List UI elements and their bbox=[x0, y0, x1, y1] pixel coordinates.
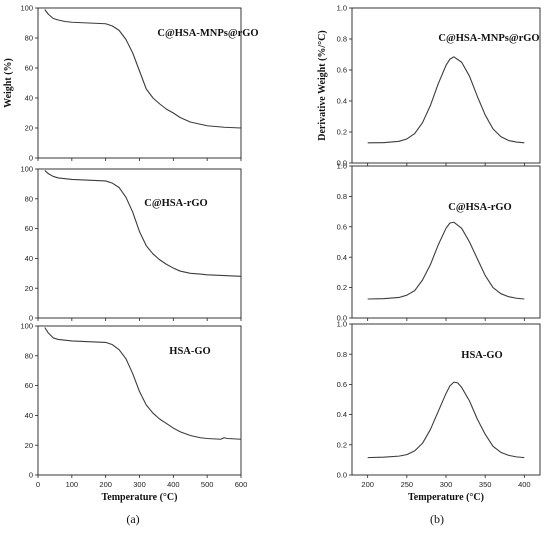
y-tick-label: 100 bbox=[20, 322, 33, 331]
chart-panel-6: 0.0 0.2 0.4 0.6 0.8 1.0 200 250 300 350 400 HSA-GO T… bbox=[337, 320, 541, 503]
x-tick-label: 0 bbox=[36, 480, 40, 489]
y-tick-label: 100 bbox=[20, 165, 33, 174]
x-tick-label: 500 bbox=[201, 480, 214, 489]
y-tick-label: 0 bbox=[29, 154, 33, 163]
series-label: C@HSA-rGO bbox=[448, 202, 511, 213]
y-tick-label: 0.2 bbox=[337, 128, 347, 137]
chart-panel-4: 0.0 0.2 0.4 0.6 0.8 1.0 C@HSA-MNPs@rGO Derivati… bbox=[317, 4, 541, 168]
data-line bbox=[367, 56, 525, 144]
y-tick-label: 80 bbox=[25, 34, 33, 43]
x-tick-label: 300 bbox=[440, 480, 453, 489]
y-tick-label: 0 bbox=[29, 314, 33, 323]
x-tick-label: 300 bbox=[133, 480, 146, 489]
y-tick-label: 0.0 bbox=[337, 314, 347, 323]
x-tick-label: 400 bbox=[167, 480, 180, 489]
series-label: C@HSA-rGO bbox=[144, 198, 207, 209]
data-line bbox=[44, 170, 242, 277]
chart-panels: 0 20 40 60 80 100 C@HSA-MNPs@rGO Weight (%) 0 20 4… bbox=[3, 4, 541, 503]
y-tick-label: 0.8 bbox=[337, 192, 347, 201]
x-tick-label: 600 bbox=[235, 480, 248, 489]
y-tick-label: 100 bbox=[20, 4, 33, 13]
y-tick-label: 40 bbox=[25, 411, 33, 420]
y-axis-title: Weight (%) bbox=[3, 58, 14, 108]
y-tick-label: 60 bbox=[25, 381, 33, 390]
panel-b-label: (b) bbox=[430, 512, 444, 526]
y-tick-label: 0.0 bbox=[337, 471, 347, 480]
y-tick-label: 0.4 bbox=[337, 410, 347, 419]
y-tick-label: 40 bbox=[25, 254, 33, 263]
x-tick-label: 200 bbox=[361, 480, 374, 489]
y-tick-label: 40 bbox=[25, 94, 33, 103]
chart-panel-2: 0 20 40 60 80 100 C@HSA-rGO bbox=[20, 165, 242, 323]
x-tick-label: 400 bbox=[518, 480, 531, 489]
series-label: C@HSA-MNPs@rGO bbox=[157, 28, 258, 39]
series-label: HSA-GO bbox=[169, 346, 210, 357]
y-tick-label: 0.6 bbox=[337, 380, 347, 389]
y-tick-label: 80 bbox=[25, 194, 33, 203]
y-axis-title: Derivative Weight (%/°C) bbox=[317, 30, 328, 140]
series-label: C@HSA-MNPs@rGO bbox=[438, 33, 539, 44]
x-tick-label: 100 bbox=[66, 480, 79, 489]
x-tick-label: 200 bbox=[99, 480, 112, 489]
x-axis-title: Temperature (°C) bbox=[408, 492, 484, 503]
y-tick-label: 0.4 bbox=[337, 97, 347, 106]
y-tick-label: 0.0 bbox=[337, 159, 347, 168]
y-tick-label: 0.8 bbox=[337, 35, 347, 44]
chart-panel-3: 0 20 40 60 80 100 0 100 200 300 400 500 600 HSA-GO Tem… bbox=[20, 322, 247, 503]
data-line bbox=[44, 327, 242, 440]
plot-frame bbox=[351, 7, 541, 164]
plot-frame bbox=[351, 165, 541, 319]
panel-a-label: (a) bbox=[126, 512, 139, 526]
plot-frame bbox=[351, 323, 541, 476]
y-tick-label: 20 bbox=[25, 441, 33, 450]
y-tick-label: 0.4 bbox=[337, 253, 347, 262]
x-tick-label: 250 bbox=[401, 480, 414, 489]
y-tick-label: 60 bbox=[25, 224, 33, 233]
y-tick-label: 0.2 bbox=[337, 440, 347, 449]
y-tick-label: 20 bbox=[25, 124, 33, 133]
y-tick-label: 60 bbox=[25, 64, 33, 73]
y-tick-label: 1.0 bbox=[337, 320, 347, 329]
x-axis-title: Temperature (°C) bbox=[102, 492, 178, 503]
chart-panel-1: 0 20 40 60 80 100 C@HSA-MNPs@rGO Weight (%) bbox=[3, 4, 259, 163]
y-tick-label: 0.6 bbox=[337, 66, 347, 75]
data-line bbox=[367, 381, 525, 459]
chart-panel-5: 0.0 0.2 0.4 0.6 0.8 1.0 C@HSA-rGO bbox=[337, 162, 541, 323]
y-tick-label: 80 bbox=[25, 351, 33, 360]
series-label: HSA-GO bbox=[461, 350, 502, 361]
data-line bbox=[44, 9, 242, 129]
y-tick-label: 0.2 bbox=[337, 283, 347, 292]
y-tick-label: 1.0 bbox=[337, 162, 347, 171]
y-tick-label: 1.0 bbox=[337, 4, 347, 13]
x-tick-label: 350 bbox=[479, 480, 492, 489]
plot-frame bbox=[37, 168, 242, 319]
y-tick-label: 0 bbox=[29, 471, 33, 480]
y-tick-label: 0.6 bbox=[337, 222, 347, 231]
y-tick-label: 0.8 bbox=[337, 350, 347, 359]
y-tick-label: 20 bbox=[25, 284, 33, 293]
data-line bbox=[367, 221, 525, 300]
